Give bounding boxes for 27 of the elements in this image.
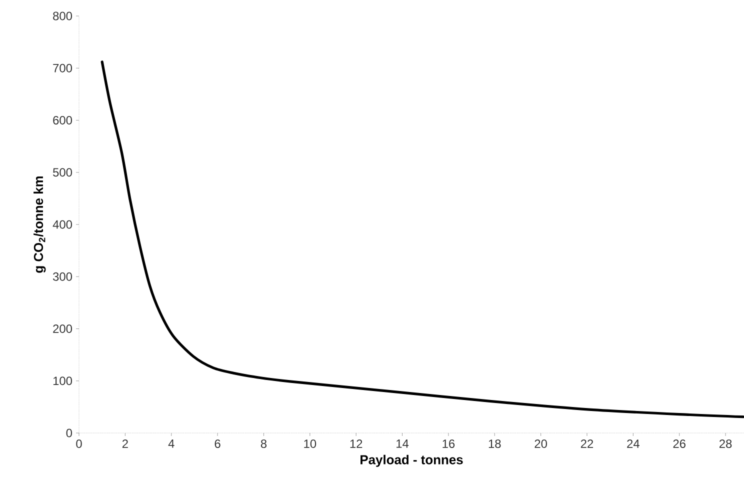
x-tick-label: 24: [627, 440, 640, 448]
y-tick-label: 300: [52, 272, 72, 281]
x-tick-label: 6: [214, 440, 220, 448]
y-tick-label: 0: [66, 428, 72, 438]
x-tick-label: 4: [168, 440, 174, 448]
y-tick-label: 500: [53, 168, 72, 177]
x-tick-label: 8: [260, 440, 267, 448]
y-tick-label: 800: [53, 12, 72, 20]
x-tick-label: 10: [304, 440, 316, 448]
x-tick-label: 22: [580, 440, 594, 448]
x-tick-label: 26: [673, 440, 686, 448]
y-tick-label: 600: [53, 116, 72, 124]
x-tick-label: 0: [76, 440, 82, 448]
y-tick-label: 200: [53, 324, 72, 333]
y-axis-title: g CO$_{2}$/tonne km: [34, 176, 46, 273]
x-tick-label: 16: [442, 440, 455, 448]
y-tick-label: 700: [53, 64, 72, 72]
y-tick-label: 100: [53, 376, 72, 386]
x-tick-label: 28: [719, 440, 732, 448]
x-tick-label: 14: [396, 440, 409, 448]
x-tick-label: 2: [122, 440, 128, 448]
y-tick-label: 400: [52, 220, 72, 229]
x-tick-label: 20: [534, 440, 547, 448]
x-axis-title: Payload - tonnes: [360, 454, 463, 467]
x-tick-label: 18: [488, 440, 501, 448]
line-series: [100, 60, 744, 418]
x-tick-label: 12: [350, 440, 362, 448]
